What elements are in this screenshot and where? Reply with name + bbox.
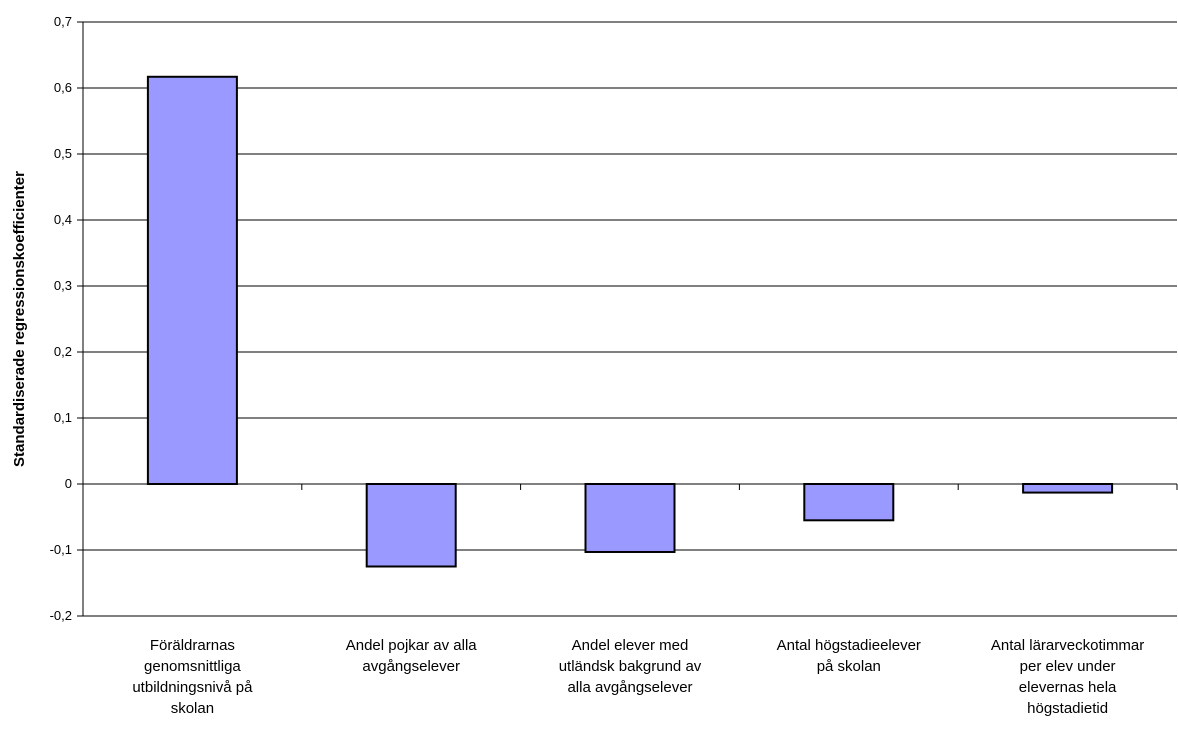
y-tick-label: 0,4 [54, 212, 72, 227]
bar [365, 483, 457, 568]
y-tick-label: 0,7 [54, 14, 72, 29]
y-tick-label: 0,3 [54, 278, 72, 293]
y-tick-label: 0,1 [54, 410, 72, 425]
bar [803, 483, 895, 522]
gridlines [83, 21, 1177, 617]
y-tick-label: 0,6 [54, 80, 72, 95]
y-tick-labels: -0,2 -0,1 0 0,1 0,2 0,3 0,4 0,5 0,6 0,7 [50, 14, 72, 623]
category-labels: Föräldrarnas genomsnittliga utbildningsniv… [132, 637, 1144, 717]
x-category-label: Andel elever med utländsk bakgrund av alla… [559, 637, 702, 696]
axes [77, 21, 1178, 617]
y-axis-label: Standardiserade regressionskoefficienter [11, 171, 28, 467]
x-category-label: Andel pojkar av alla avgångselever [346, 637, 478, 675]
y-tick-label: 0,5 [54, 146, 72, 161]
bars [146, 75, 1114, 568]
bar [146, 75, 238, 485]
x-category-label: Antal högstadieelever på skolan [777, 637, 921, 675]
y-tick-label: 0,2 [54, 344, 72, 359]
y-tick-label: 0 [65, 476, 72, 491]
bar [1022, 483, 1114, 494]
y-tick-label: -0,2 [50, 608, 72, 623]
x-category-label: Föräldrarnas genomsnittliga utbildningsniv… [132, 637, 253, 717]
bar [584, 483, 676, 553]
y-tick-label: -0,1 [50, 542, 72, 557]
x-category-label: Antal lärarveckotimmar per elev under elev… [991, 637, 1144, 717]
